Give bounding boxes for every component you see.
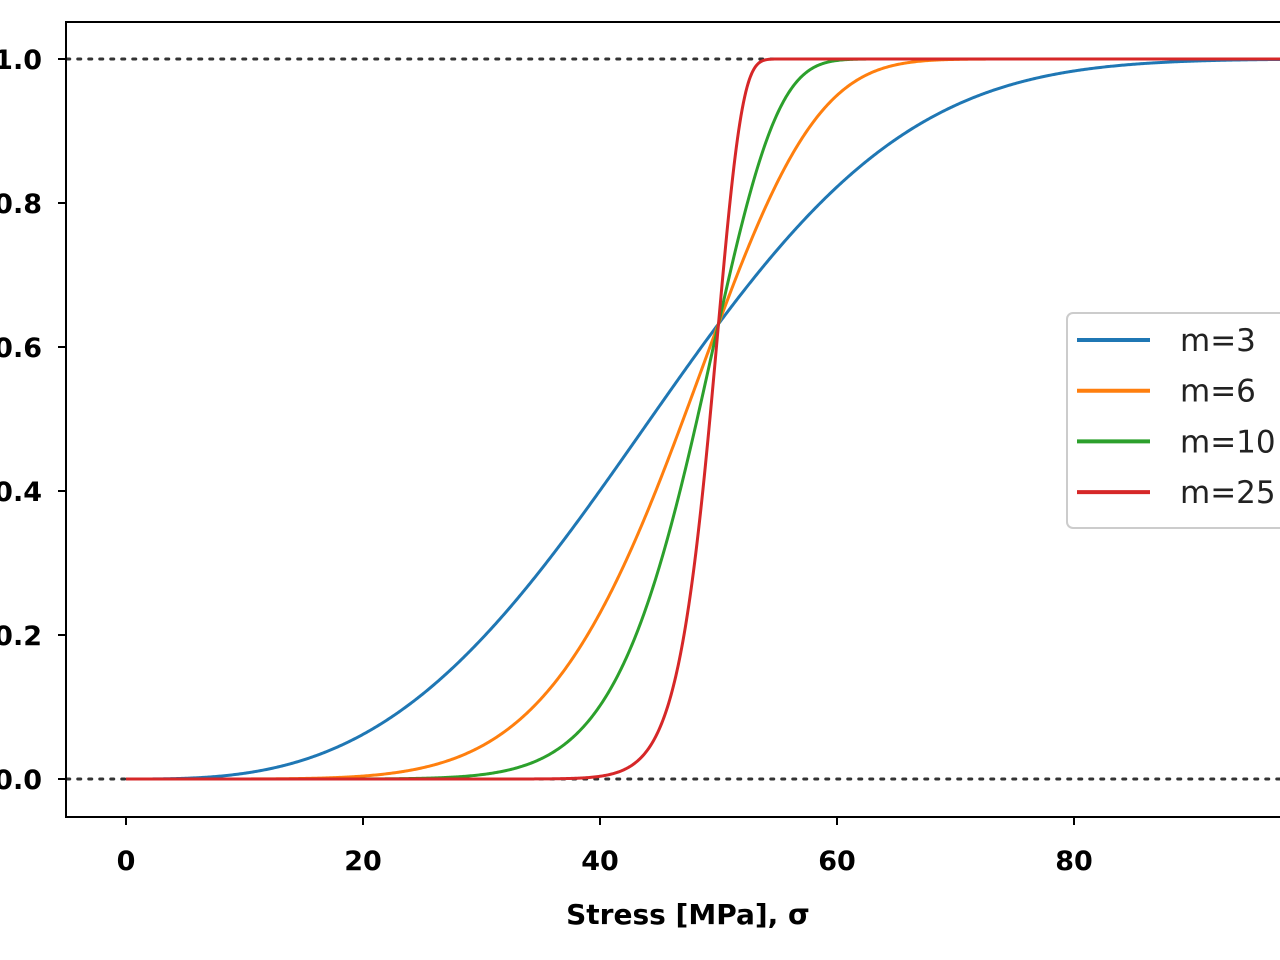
x-axis-ticks: 0 20 40 60 80 (117, 817, 1093, 877)
y-axis-ticks: 0.0 0.2 0.4 0.6 0.8 1.0 (0, 45, 66, 796)
y-tick-label: 0.2 (0, 621, 42, 652)
series-lines (126, 57, 1280, 781)
series-line-m=25 (126, 57, 1280, 781)
reference-lines (65, 57, 1280, 781)
legend-box (1066, 312, 1280, 529)
x-tick-label: 40 (581, 846, 619, 877)
x-tick-label: 60 (818, 846, 856, 877)
legend-label: m=6 (1180, 374, 1256, 410)
y-tick-label: 0.4 (0, 477, 42, 508)
y-tick-label: 0.6 (0, 333, 42, 364)
plot-frame (65, 21, 1280, 818)
y-tick-label: 0.0 (0, 765, 42, 796)
x-axis-label: Stress [MPa], σ (566, 898, 810, 931)
legend-label: m=3 (1180, 323, 1256, 359)
x-tick-label: 80 (1055, 846, 1093, 877)
x-tick-label: 0 (117, 846, 136, 877)
y-tick-label: 0.8 (0, 189, 42, 220)
legend: m=3 m=6 m=10 m=25 (1066, 312, 1280, 529)
x-tick-label: 20 (344, 846, 382, 877)
legend-label: m=25 (1180, 475, 1276, 511)
legend-label: m=10 (1180, 424, 1276, 460)
y-tick-label: 1.0 (0, 45, 42, 76)
